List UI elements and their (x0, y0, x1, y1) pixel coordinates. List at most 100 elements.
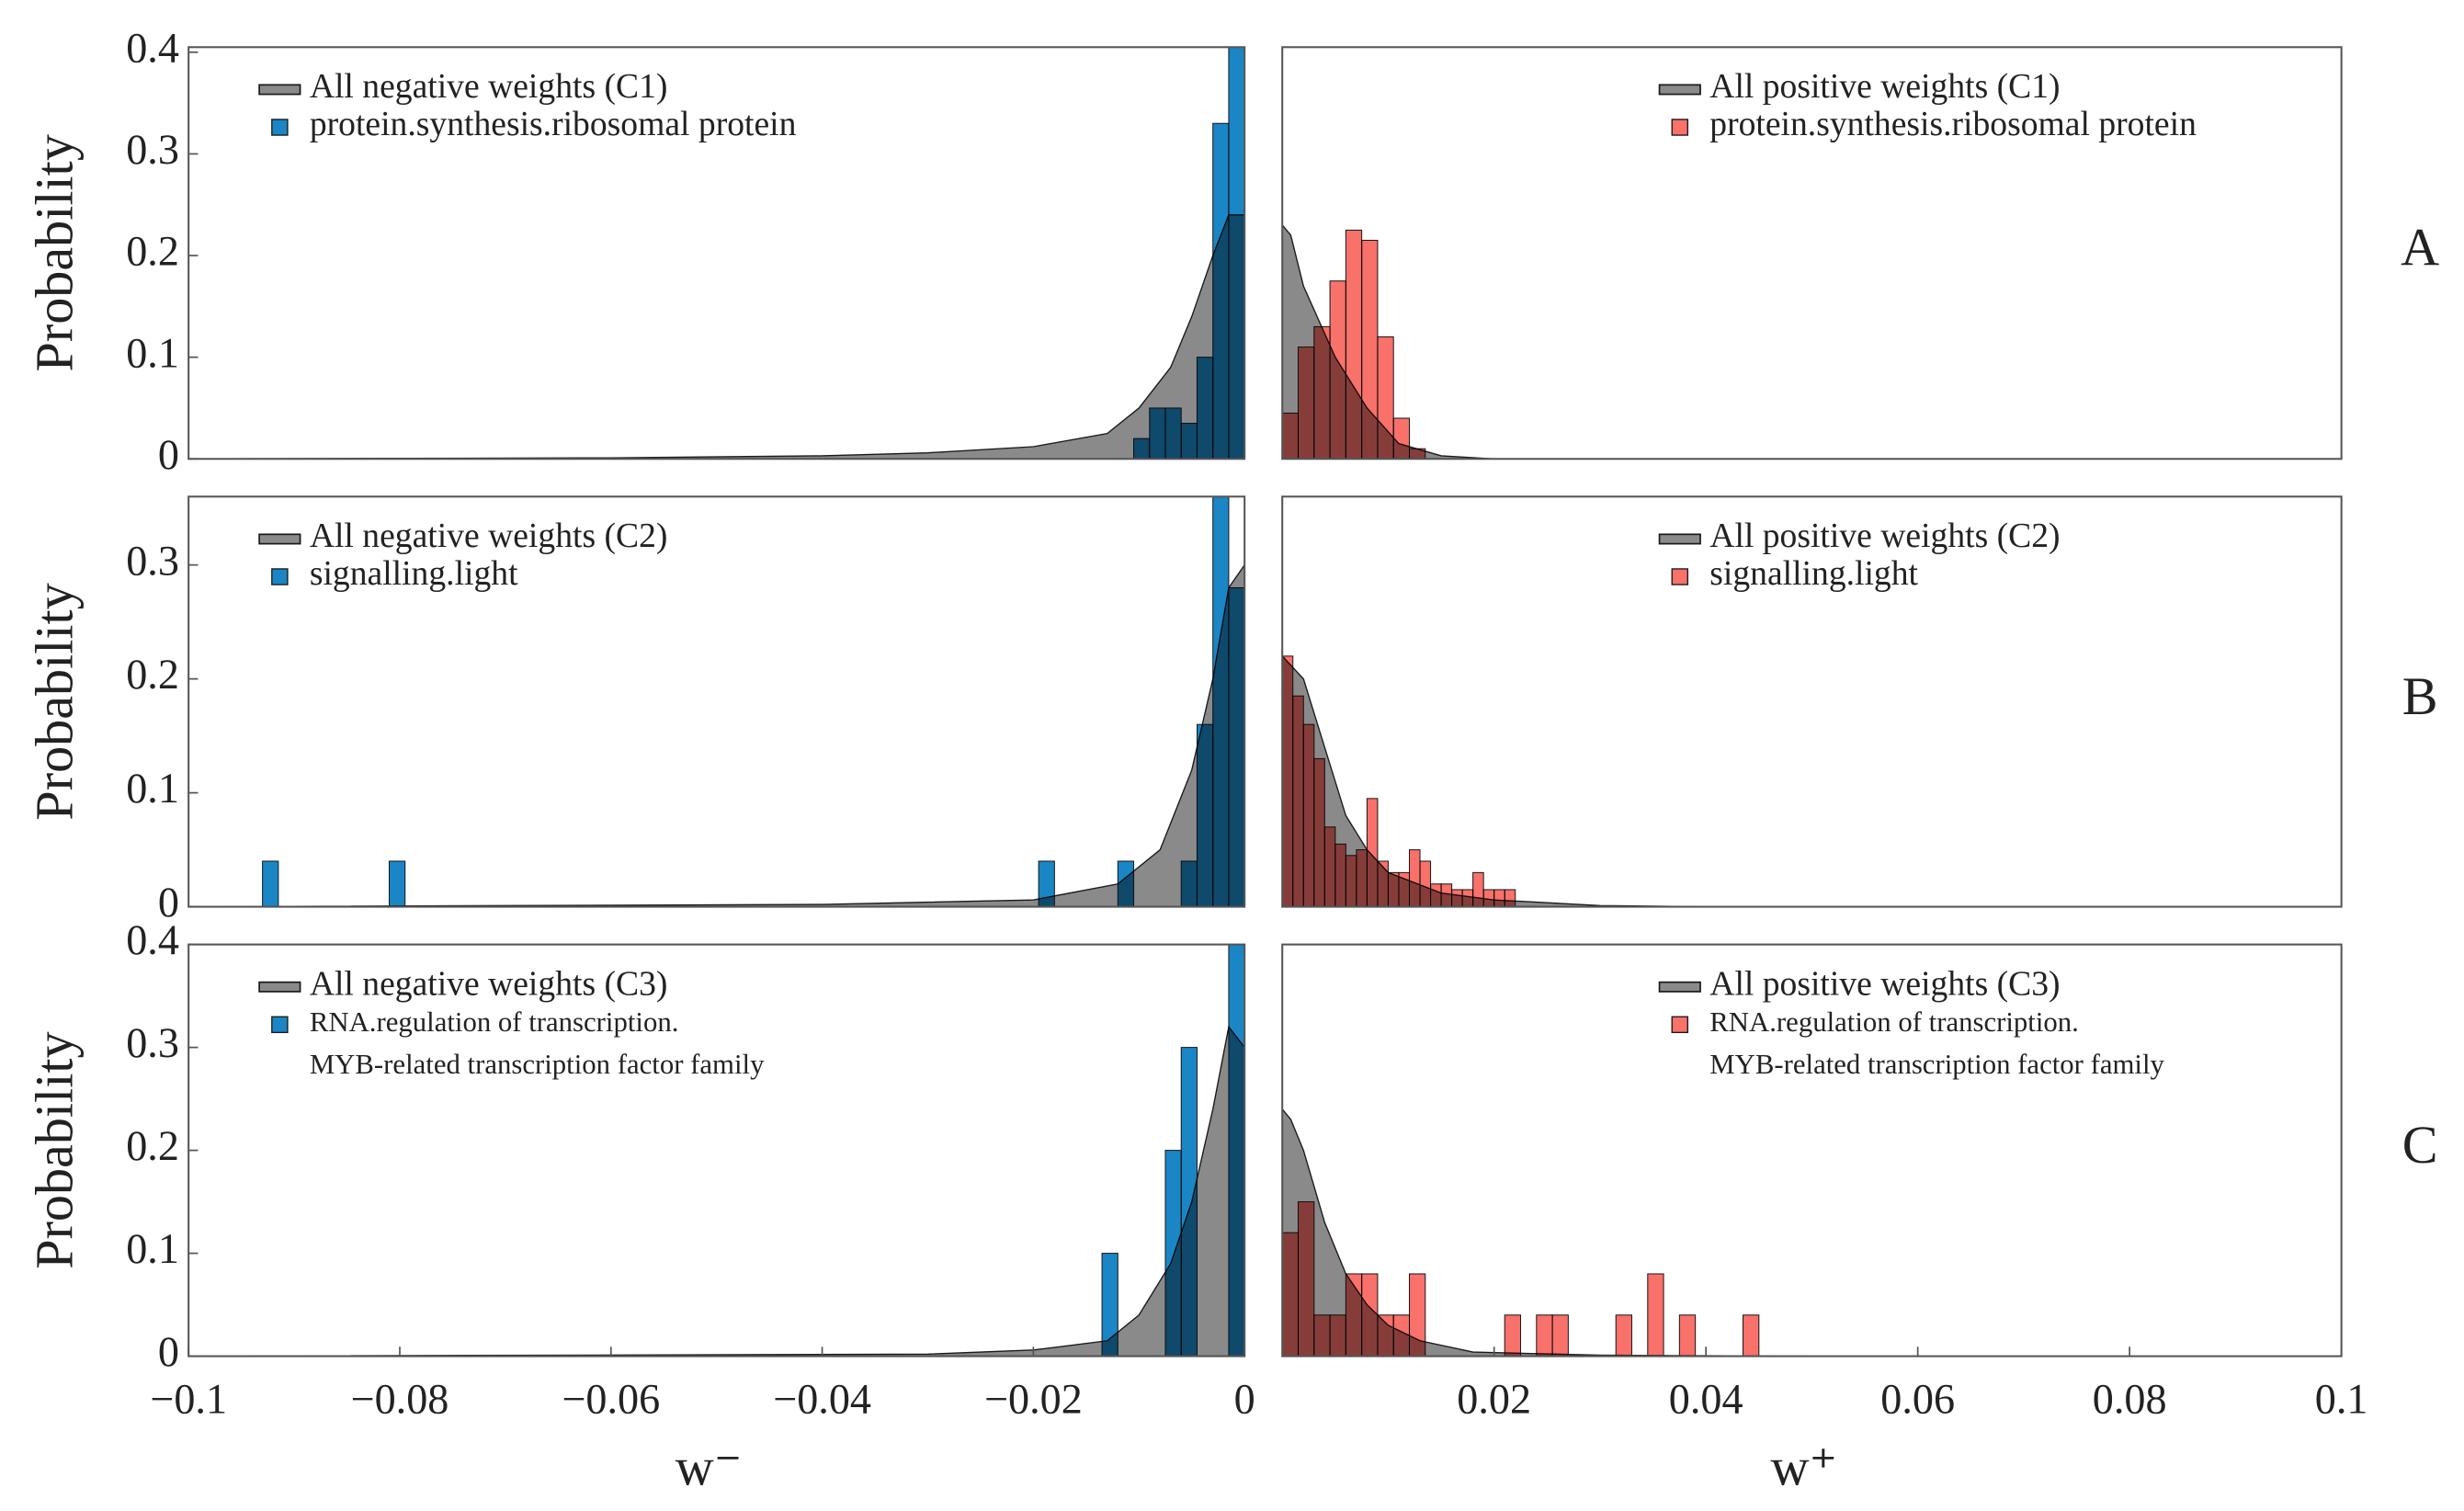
histogram-bar (1493, 889, 1505, 907)
density-area (188, 563, 1245, 907)
y-tick-label: 0.1 (126, 1225, 179, 1272)
legend-label-line: RNA.regulation of transcription. (310, 1006, 679, 1038)
histogram-bar (1282, 412, 1300, 460)
histogram-bar (1430, 883, 1442, 907)
histogram-bar (1329, 1314, 1346, 1357)
histogram-bar (1536, 1314, 1553, 1357)
legend-label: protein.synthesis.ribosomal protein (1709, 105, 2197, 143)
histogram-bar (1164, 1150, 1182, 1357)
density-area (1282, 223, 2342, 460)
histogram-bar (1117, 860, 1135, 907)
histogram-bar (1366, 798, 1379, 907)
histogram-bar (1329, 280, 1346, 460)
legend-swatch (1671, 1016, 1689, 1034)
legend-label: signalling.light (1709, 554, 1918, 593)
y-tick-label: 0 (158, 431, 179, 478)
panel-label: B (2402, 666, 2438, 726)
x-axis-label: w⁺ (1771, 1437, 1838, 1496)
histogram-bar (1282, 1232, 1300, 1357)
plot-area (1282, 654, 2342, 907)
histogram-bar (1504, 1314, 1522, 1357)
histogram-bar (1180, 1047, 1198, 1357)
histogram-bar (1228, 944, 1245, 1357)
legend-swatch (258, 533, 301, 545)
y-tick-label: 0.2 (126, 651, 179, 698)
histogram-bar (1345, 855, 1357, 907)
histogram-bar (1323, 826, 1336, 907)
histogram-bar (1408, 849, 1421, 907)
legend-label: All positive weights (C1) (1709, 67, 2060, 106)
x-tick-label: 0.02 (1457, 1375, 1531, 1422)
histogram-bar (1302, 723, 1315, 907)
histogram-bar (1472, 871, 1484, 907)
legend-swatch (1658, 981, 1701, 993)
x-tick-label: −0.02 (984, 1375, 1083, 1422)
histogram-bar (1313, 325, 1331, 460)
legend-label: All negative weights (C3) (310, 964, 668, 1003)
histogram-bar (1345, 229, 1363, 460)
histogram-bar (1377, 336, 1394, 460)
histogram-bar (1451, 889, 1463, 907)
histogram-bar (1377, 860, 1389, 907)
legend-label: All positive weights (C2) (1709, 517, 2060, 555)
histogram-bar (1180, 860, 1198, 907)
plot-area (188, 496, 1245, 907)
plot-frame (1281, 46, 2343, 460)
legend-label: All negative weights (C2) (310, 517, 668, 555)
histogram-bar (1212, 496, 1230, 907)
legend-label-line: MYB-related transcription factor family (310, 1049, 765, 1080)
plot-frame (1281, 943, 2343, 1358)
x-tick-label: 0 (1234, 1375, 1255, 1422)
histogram-bar (1313, 757, 1325, 907)
legend-swatch (1671, 568, 1689, 585)
y-tick-label: 0.4 (126, 916, 179, 963)
legend-label: RNA.regulation of transcription. MYB-rela… (1709, 1006, 2164, 1080)
legend-swatch (271, 568, 289, 585)
y-tick-label: 0.2 (126, 1122, 179, 1169)
histogram-bar (1419, 860, 1432, 907)
histogram-bar (1398, 871, 1411, 907)
legend-label: protein.synthesis.ribosomal protein (310, 105, 797, 143)
histogram-bar (1180, 423, 1198, 460)
histogram-bar (1149, 407, 1166, 460)
y-tick-label: 0.1 (126, 765, 179, 812)
histogram-bar (1164, 407, 1182, 460)
y-axis-label: Probability (24, 1031, 84, 1268)
y-tick-label: 0.2 (126, 228, 179, 275)
legend-swatch (271, 119, 289, 136)
histogram-bar (1212, 122, 1230, 460)
plot-area (188, 944, 1245, 1357)
x-tick-label: 0.04 (1669, 1375, 1743, 1422)
legend-swatch (258, 84, 301, 96)
plot-frame (1281, 495, 2343, 908)
histogram-bar (1356, 849, 1368, 907)
y-tick-label: 0.1 (126, 329, 179, 376)
histogram-bar (1440, 883, 1453, 907)
panel-label: C (2402, 1115, 2438, 1175)
histogram-bar (1282, 655, 1294, 907)
x-tick-label: −0.06 (562, 1375, 660, 1422)
legend-label: signalling.light (310, 554, 518, 593)
x-tick-label: −0.1 (150, 1375, 227, 1422)
histogram-bar (1482, 889, 1495, 907)
histogram-bar (1292, 695, 1304, 907)
histogram-bar (1228, 47, 1245, 460)
legend-label-line: MYB-related transcription factor family (1709, 1049, 2164, 1080)
x-tick-label: 0.08 (2093, 1375, 2167, 1422)
histogram-bar (1361, 1273, 1379, 1357)
histogram-bar (262, 860, 279, 907)
histogram-bar (1392, 417, 1411, 460)
y-tick-label: 0.3 (126, 126, 179, 173)
histogram-bar (1387, 871, 1400, 907)
histogram-bar (1408, 1273, 1426, 1357)
legend-swatch (258, 981, 301, 993)
density-area (1282, 1108, 2342, 1357)
x-tick-label: −0.04 (773, 1375, 871, 1422)
plot-area (1282, 1108, 2342, 1357)
histogram-bar (1377, 1314, 1394, 1357)
histogram-bar (1615, 1314, 1633, 1357)
panel-label: A (2401, 218, 2439, 278)
histogram-bar (1133, 437, 1151, 460)
y-tick-label: 0 (158, 1328, 179, 1375)
